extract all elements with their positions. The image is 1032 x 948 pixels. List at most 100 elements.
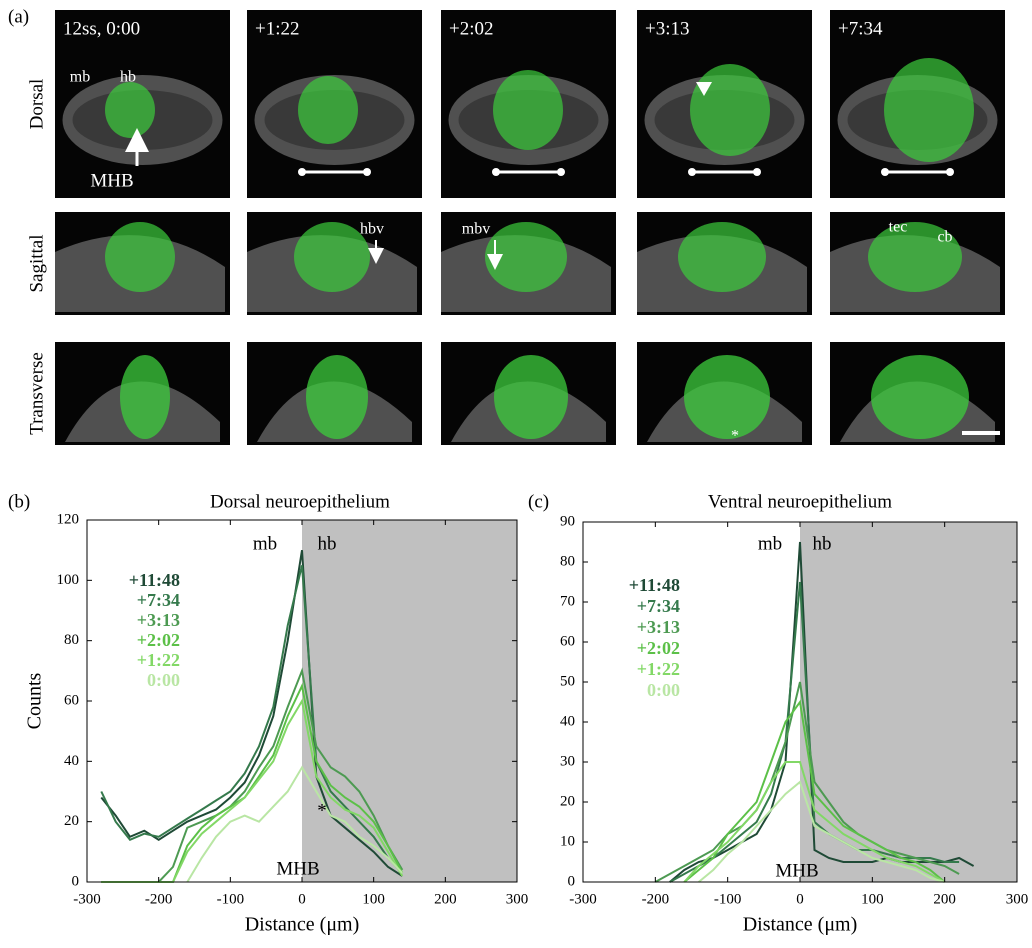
x-tick-label: 200 [434,891,457,907]
series-line [683,761,946,883]
y-tick-label: 80 [64,632,79,648]
x-tick-label: -100 [217,891,245,907]
panel-label: (a) [8,6,29,27]
y-tick-label: 60 [64,692,79,708]
fluorescence [678,222,766,292]
time-label: +1:22 [255,18,300,39]
x-tick-label: 300 [1006,891,1029,907]
fluorescence [884,58,974,162]
y-tick-label: 20 [64,813,79,829]
time-label: +3:13 [645,18,690,39]
y-tick-label: 30 [560,753,575,769]
chart-annotation: mb [253,533,277,554]
row-label: Transverse [26,352,47,435]
fluorescence [306,355,368,439]
series-line [669,541,975,883]
image-annotation: tec [889,219,908,236]
fluorescence [105,222,175,292]
chart-annotation: hb [318,533,337,554]
y-tick-label: 50 [560,673,575,689]
fluorescence [494,355,568,439]
x-tick-label: 300 [506,891,529,907]
image-annotation: hbv [360,221,384,238]
image-annotation: cb [937,229,952,246]
x-tick-label: 200 [933,891,956,907]
y-tick-label: 70 [560,593,575,609]
scale-dot [753,168,761,176]
scale-dot [363,168,371,176]
panel-label: (b) [8,491,30,512]
legend-entry: +7:34 [137,590,180,610]
series-line [683,699,946,883]
fluorescence [298,76,358,144]
legend-entry: 0:00 [647,680,680,700]
series-line [698,780,945,883]
scale-dot [688,168,696,176]
y-axis-label: Counts [24,672,46,729]
image-annotation: hb [120,69,136,86]
shaded-region [800,522,1017,882]
chart-annotation: mb [758,533,782,554]
scale-dot [492,168,500,176]
image-annotation: MHB [90,170,133,191]
legend-entry: +2:02 [637,638,680,658]
x-tick-label: -300 [73,891,101,907]
y-tick-label: 120 [57,511,80,527]
scale-dot [881,168,889,176]
legend-entry: +1:22 [637,659,680,679]
y-tick-label: 40 [64,753,79,769]
legend-entry: +11:48 [629,575,680,595]
y-tick-label: 0 [568,873,576,889]
series-line [669,581,960,883]
series-line [654,681,960,883]
chart-title: Dorsal neuroepithelium [210,491,390,512]
x-tick-label: -200 [642,891,670,907]
fluorescence [485,222,567,292]
time-label: +2:02 [449,18,494,39]
scale-dot [946,168,954,176]
x-axis-label: Distance (μm) [743,914,858,936]
chart-annotation: MHB [276,858,319,879]
x-tick-label: 100 [861,891,884,907]
chart-annotation: hb [813,533,832,554]
fluorescence [120,355,170,439]
arrowhead [696,82,712,96]
chart-annotation: * [317,800,327,821]
fluorescence [690,64,770,156]
time-label: 12ss, 0:00 [63,18,140,39]
fluorescence [871,355,969,439]
y-tick-label: 0 [72,873,80,889]
series-line [186,765,404,883]
scale-dot [298,168,306,176]
legend-entry: +7:34 [637,596,680,616]
image-annotation: mbv [462,221,490,238]
fluorescence [493,70,563,150]
fluorescence [684,355,770,439]
image-annotation: mb [70,69,90,86]
y-tick-label: 90 [560,513,575,529]
series-line [100,565,404,874]
y-tick-label: 100 [57,572,80,588]
x-axis-label: Distance (μm) [245,914,360,936]
y-tick-label: 20 [560,793,575,809]
y-tick-label: 80 [560,553,575,569]
x-tick-label: -100 [714,891,742,907]
x-tick-label: 0 [298,891,306,907]
fluorescence [868,222,962,292]
x-tick-label: -200 [145,891,173,907]
row-label: Sagittal [26,234,47,292]
legend-entry: +1:22 [137,650,180,670]
time-label: +7:34 [838,18,883,39]
scale-dot [557,168,565,176]
image-annotation: * [731,428,739,445]
y-tick-label: 60 [560,633,575,649]
legend-entry: +2:02 [137,630,180,650]
row-label: Dorsal [26,79,47,130]
x-tick-label: 100 [362,891,385,907]
panel-label: (c) [528,491,549,512]
chart-annotation: MHB [775,860,818,881]
y-tick-label: 10 [560,833,575,849]
legend-entry: 0:00 [147,670,180,690]
